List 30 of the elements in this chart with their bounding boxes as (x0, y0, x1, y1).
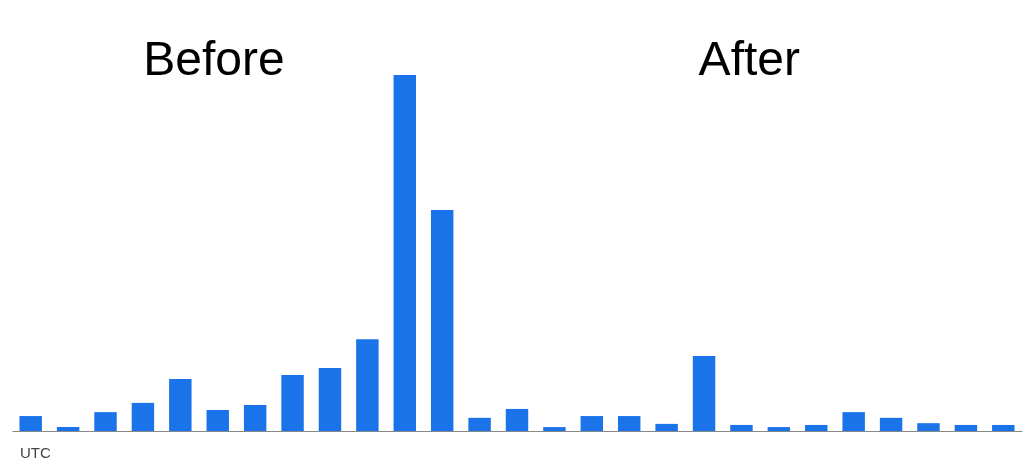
bar (206, 410, 229, 431)
bar (580, 416, 604, 431)
bar (19, 416, 42, 431)
annotation: Before (143, 32, 285, 85)
bar (730, 424, 753, 431)
bar (318, 368, 342, 431)
bar (393, 75, 416, 431)
bar (430, 209, 454, 431)
bar (692, 355, 716, 431)
bar (842, 412, 865, 431)
text: UTC (20, 444, 51, 461)
bar (505, 408, 529, 431)
bar (618, 416, 641, 431)
bar (281, 375, 304, 431)
bar (917, 423, 940, 431)
bar (468, 417, 491, 431)
bar (992, 424, 1015, 431)
bar (169, 379, 192, 431)
bar (94, 412, 117, 431)
bar (356, 339, 379, 431)
bar (805, 424, 828, 431)
bar (879, 417, 903, 431)
bar (131, 402, 155, 431)
bar (543, 427, 566, 431)
bar (655, 423, 678, 431)
bar (243, 405, 267, 431)
bar (767, 427, 791, 431)
annotation: After (698, 32, 800, 85)
bar (56, 427, 80, 431)
bar (954, 424, 978, 431)
